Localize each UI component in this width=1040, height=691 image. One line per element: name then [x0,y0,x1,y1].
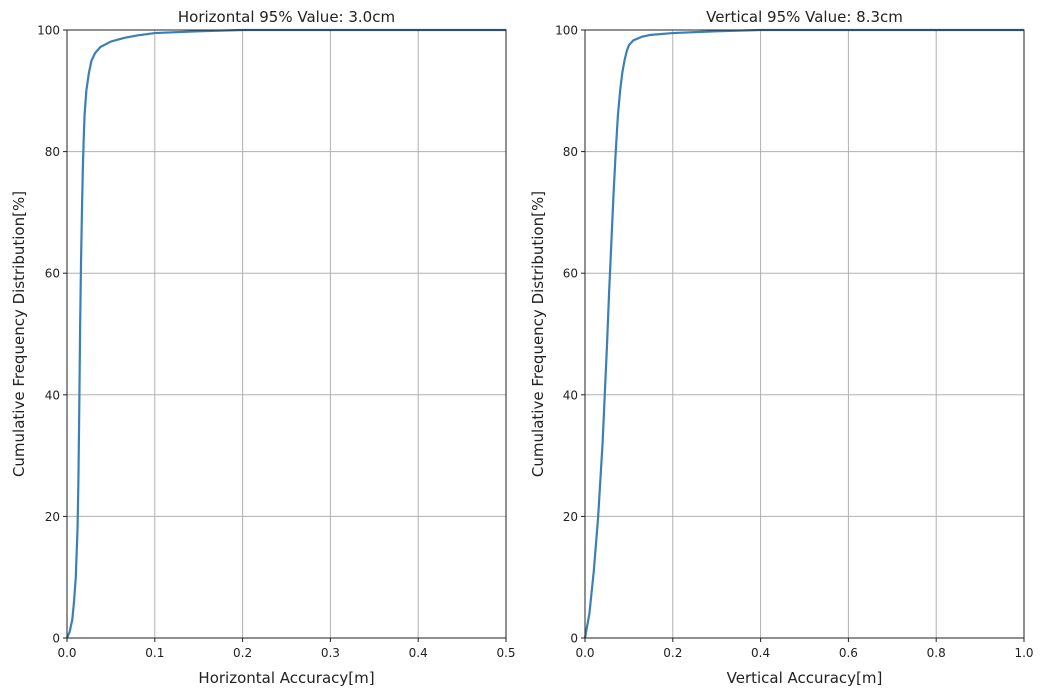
y-axis-label: Cumulative Frequency Distribution[%] [10,191,28,477]
x-tick-label: 0.3 [321,646,340,660]
y-tick-label: 80 [563,145,578,159]
y-tick-label: 40 [45,388,60,402]
cdf-series-line [583,28,1024,639]
y-tick-label: 20 [45,510,60,524]
x-tick-label: 0.5 [496,646,515,660]
x-tick-label: 1.0 [1014,646,1033,660]
y-tick-label: 0 [570,632,578,646]
y-tick-label: 0 [52,632,60,646]
y-tick-label: 60 [45,267,60,281]
x-tick-label: 0.8 [927,646,946,660]
x-tick-label: 0.0 [575,646,594,660]
y-tick-label: 60 [563,267,578,281]
horizontal-accuracy-chart: 0.0 0.1 0.2 0.3 0.4 0.5 0 20 40 60 80 100 Horizontal… [10,8,516,687]
x-axis-label: Horizontal Accuracy[m] [198,669,374,687]
x-tick-label: 0.6 [839,646,858,660]
x-tick-label: 0.2 [663,646,682,660]
y-tick-label: 40 [563,388,578,402]
plot-frame [66,29,507,639]
chart-title: Horizontal 95% Value: 3.0cm [178,8,395,26]
chart-title: Vertical 95% Value: 8.3cm [706,8,903,26]
y-tick-label: 20 [563,510,578,524]
x-axis-label: Vertical Accuracy[m] [727,669,883,687]
x-tick-label: 0.2 [233,646,252,660]
y-tick-label: 100 [555,24,578,38]
plot-frame [584,29,1025,639]
x-tick-label: 0.0 [57,646,76,660]
vertical-accuracy-chart: 0.0 0.2 0.4 0.6 0.8 1.0 0 20 40 60 80 100 Vertical 9… [529,8,1034,687]
x-tick-label: 0.4 [409,646,428,660]
y-tick-label: 80 [45,145,60,159]
cdf-series-line [65,28,506,639]
x-tick-label: 0.4 [751,646,770,660]
x-tick-label: 0.1 [145,646,164,660]
y-tick-label: 100 [37,24,60,38]
y-axis-label: Cumulative Frequency Distribution[%] [529,191,547,477]
